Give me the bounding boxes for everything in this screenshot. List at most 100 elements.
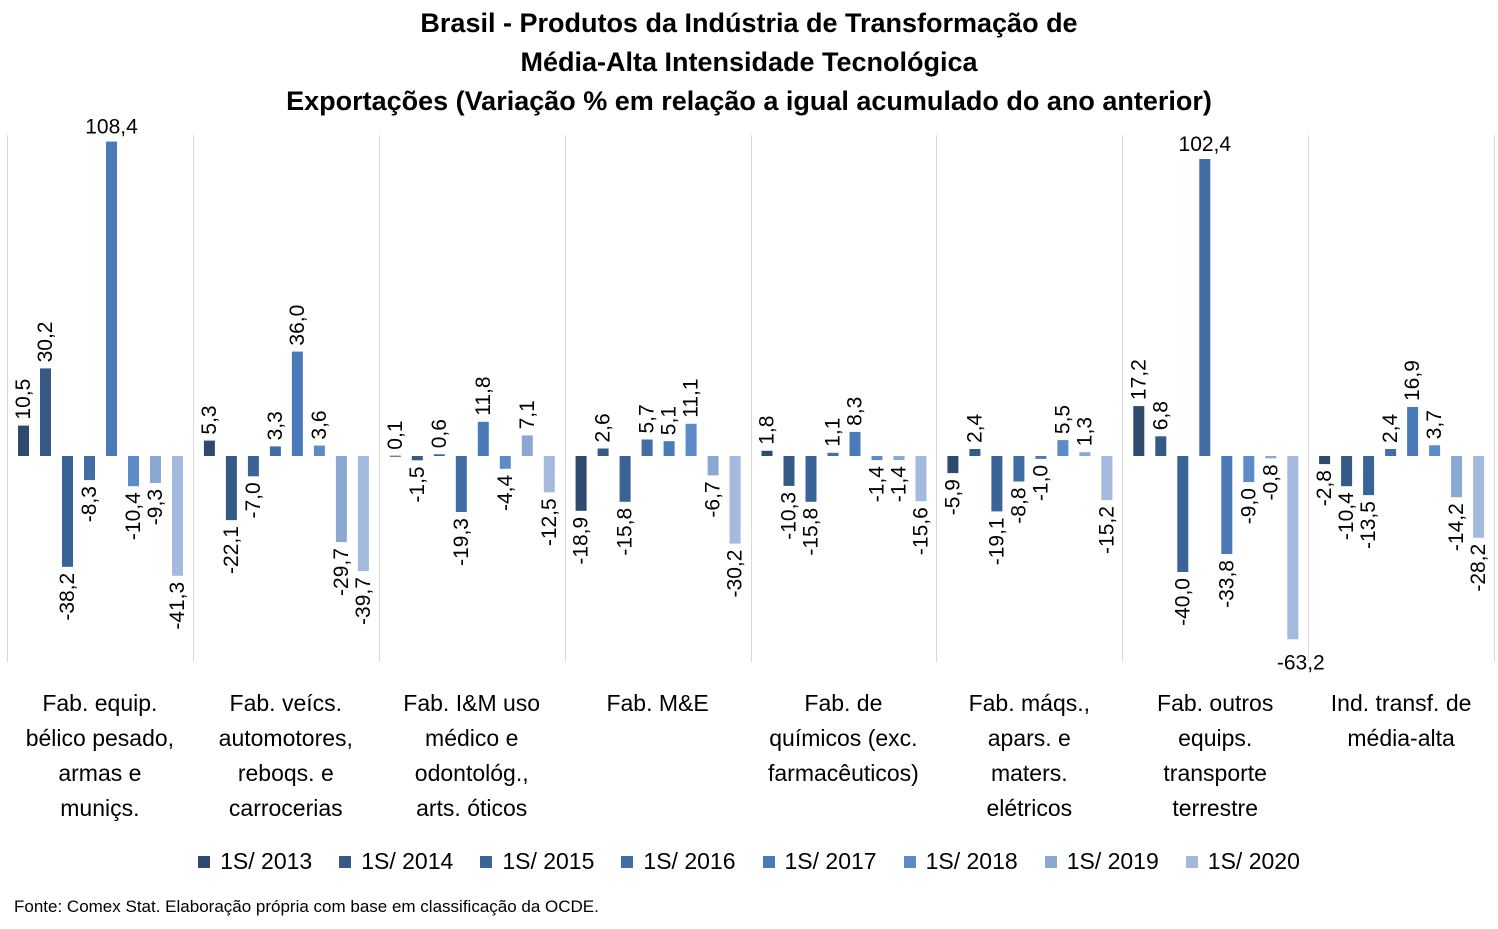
data-label: -13,5 [1357,501,1380,549]
bar [827,452,839,456]
bar [128,456,139,487]
bar [575,456,587,511]
bar [1013,456,1025,482]
category-label: arts. óticos [416,795,527,821]
bar [783,456,795,486]
bar [1221,456,1233,554]
legend-swatch [762,855,775,868]
category-label: Fab. I&M uso [403,690,540,716]
bar [1155,436,1167,456]
category-label: carrocerias [229,795,343,821]
legend-label: 1S/ 2016 [643,848,736,874]
bar [915,456,927,502]
category-label: médico e [425,725,518,751]
data-label: 1,8 [756,416,779,445]
bar [62,456,73,567]
data-label: -5,9 [941,479,964,515]
data-label: 3,6 [308,410,331,439]
legend-label: 1S/ 2014 [361,848,454,874]
data-label: 0,6 [428,419,451,448]
bar [389,455,401,457]
legend: 1S/ 2013 1S/ 2014 1S/ 2015 1S/ 2016 1S/ 2017… [0,848,1498,875]
bar [1057,440,1069,456]
bar [871,456,883,461]
bar [685,423,697,456]
bar [225,456,237,521]
data-label: 2,4 [1379,413,1402,443]
data-label: 30,2 [34,322,57,363]
bar [269,446,281,456]
legend-item: 1S/ 2015 [480,848,594,875]
category-label: transporte [1163,760,1267,786]
data-label: 0,1 [384,420,407,449]
data-label: -39,7 [352,577,375,625]
bar [1199,159,1211,456]
bar [1407,407,1419,456]
category-label: equips. [1178,725,1252,751]
bar [521,435,533,456]
data-label: 2,4 [963,413,986,443]
legend-label: 1S/ 2018 [925,848,1018,874]
data-label: -10,4 [122,492,145,540]
legend-item: 1S/ 2018 [903,848,1018,875]
bar [641,439,653,456]
data-label: 108,4 [85,116,138,139]
bar [150,456,161,483]
category-label: muniçs. [60,795,139,821]
bar [1035,456,1047,459]
data-label: 3,3 [264,411,287,440]
data-label: 10,5 [12,379,35,420]
data-label: -19,3 [450,518,473,566]
legend-item: 1S/ 2013 [198,848,312,875]
bar [663,441,675,456]
bar [893,456,905,461]
data-label: -22,1 [220,526,243,574]
bar [1451,456,1463,498]
bar [433,454,445,456]
data-label: -15,8 [800,508,823,556]
category-label: automotores, [219,725,353,751]
category-label: farmacêuticos) [768,760,919,786]
legend-label: 1S/ 2013 [220,848,313,874]
bar [1265,456,1277,459]
category-label: elétricos [986,795,1072,821]
legend-swatch [480,855,493,868]
category-label: bélico pesado, [26,725,174,751]
data-label: -33,8 [1215,560,1238,608]
data-label: -7,0 [242,482,265,518]
bar [455,456,467,512]
bar [203,440,215,456]
bar [969,449,981,456]
bar [1133,406,1145,456]
data-label: 5,3 [198,405,221,434]
bar [729,456,741,544]
data-label: -1,5 [406,466,429,502]
bar [1287,456,1299,640]
bar [1473,456,1485,538]
data-label: 7,1 [516,400,539,429]
data-label: 2,6 [592,413,615,442]
category-label: Fab. M&E [606,690,708,716]
bar [849,431,861,456]
category-label: armas e [58,760,141,786]
data-label: 5,7 [636,404,659,433]
data-label: 102,4 [1179,133,1232,156]
data-label: 1,1 [822,418,845,447]
data-label: -18,9 [570,517,593,565]
category-label: terrestre [1172,795,1258,821]
bar [597,448,609,456]
data-label: 11,1 [680,378,703,417]
data-label: 8,3 [844,397,867,426]
bar [335,456,347,543]
data-label: -8,3 [78,486,101,522]
bar [543,456,555,493]
title-line-2: Média-Alta Intensidade Tecnológica [520,47,978,77]
bar [499,456,511,469]
chart-title: Brasil - Produtos da Indústria de Transf… [0,4,1498,121]
data-label: -29,7 [330,548,353,596]
legend-swatch [903,855,916,868]
data-label: -1,4 [866,466,889,503]
legend-swatch [1185,855,1198,868]
bar [357,456,369,572]
